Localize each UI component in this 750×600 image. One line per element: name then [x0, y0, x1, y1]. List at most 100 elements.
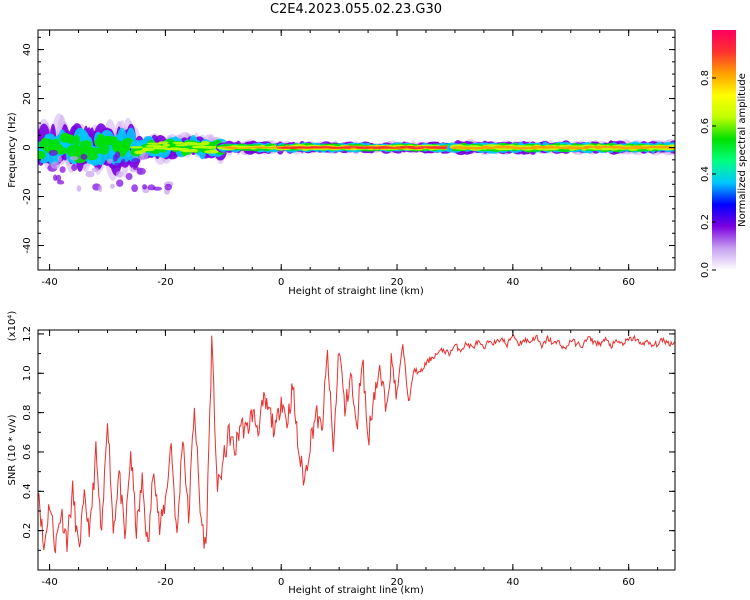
heatmap-cell [48, 149, 58, 156]
heatmap-cell [162, 143, 171, 147]
heatmap-cell [113, 162, 123, 169]
snr-x-axis-label: Height of straight line (km) [288, 585, 424, 596]
heatmap-cell [56, 146, 68, 155]
heatmap-cell [152, 145, 168, 150]
spectrogram-heatmap [38, 113, 675, 195]
heatmap-cell [85, 170, 95, 178]
heatmap-cell [247, 147, 254, 149]
spectrogram-x-axis-label: Height of straight line (km) [288, 286, 424, 297]
y-tick-label: 1.0 [22, 365, 33, 381]
colorbar-tick-label: 0.6 [700, 118, 711, 134]
snr-panel: -40 -20 0 20 40 60 0.2 0.4 0.6 0.8 1.0 1.2 Height … [7, 311, 676, 596]
heatmap-cell [136, 167, 146, 175]
heatmap-cell [91, 167, 100, 173]
heatmap-cell [131, 184, 139, 193]
y-tick-label: 0 [22, 144, 33, 150]
snr-x-ticks: -40 -20 0 20 40 60 [41, 330, 659, 588]
snr-frame [37, 329, 676, 571]
x-tick-label: 60 [622, 577, 635, 588]
y-tick-label: 1.2 [22, 326, 33, 342]
heatmap-cell [98, 141, 110, 155]
heatmap-cell [112, 154, 118, 162]
heatmap-cell [147, 142, 162, 145]
x-tick-label: 20 [391, 577, 404, 588]
colorbar: 0.0 0.2 0.4 0.6 0.8 Normalized spectral ampl… [700, 30, 748, 278]
heatmap-cell [390, 147, 406, 149]
heatmap-cell [53, 174, 58, 181]
heatmap-cell [71, 163, 78, 172]
x-tick-label: 40 [506, 577, 519, 588]
snr-scale-label: (x10⁴) [7, 311, 18, 342]
x-tick-label: 40 [506, 277, 519, 288]
snr-series-line [38, 333, 675, 554]
heatmap-cell [168, 147, 183, 151]
y-tick-label: -20 [22, 188, 33, 204]
colorbar-gradient [712, 30, 736, 270]
snr-y-ticks: 0.2 0.4 0.6 0.8 1.0 1.2 [22, 326, 675, 551]
spectrogram-frame [37, 29, 676, 271]
heatmap-cell [131, 157, 141, 164]
x-tick-label: -20 [157, 577, 173, 588]
heatmap-cell [88, 147, 102, 155]
heatmap-cell [414, 147, 425, 149]
y-tick-label: 40 [22, 43, 33, 56]
chart-title: C2E4.2023.055.02.23.G30 [269, 2, 443, 17]
heatmap-cell [73, 134, 81, 148]
heatmap-cell [80, 153, 88, 160]
heatmap-cell [132, 165, 139, 171]
heatmap-cell [147, 184, 156, 191]
colorbar-tick-label: 0.0 [700, 262, 711, 278]
colorbar-ticks: 0.0 0.2 0.4 0.6 0.8 [700, 70, 716, 278]
heatmap-cell [121, 158, 126, 165]
x-tick-label: 60 [622, 277, 635, 288]
snr-y-axis-label: SNR (10 * v/v) [7, 414, 18, 485]
heatmap-cell [115, 170, 124, 178]
heatmap-cell [158, 141, 169, 145]
spectrogram-panel: -40 -20 0 20 40 60 -40 -20 0 20 40 Height of stra… [7, 29, 676, 297]
colorbar-tick-label: 0.8 [700, 70, 711, 86]
heatmap-cell [69, 155, 79, 161]
heatmap-cell [59, 166, 66, 173]
colorbar-tick-label: 0.4 [700, 166, 711, 182]
spectrogram-y-ticks: -40 -20 0 20 40 [22, 36, 675, 259]
heatmap-cell [141, 147, 156, 152]
heatmap-cell [66, 134, 76, 145]
heatmap-cell [38, 150, 46, 160]
heatmap-cell [116, 179, 124, 187]
heatmap-cell [129, 146, 144, 149]
heatmap-cell [125, 172, 133, 181]
heatmap-cell [76, 185, 82, 192]
x-tick-label: -40 [41, 277, 57, 288]
heatmap-cell [55, 174, 62, 182]
y-tick-label: -40 [22, 237, 33, 253]
heatmap-cell [98, 185, 103, 193]
y-tick-label: 0.4 [22, 483, 33, 499]
heatmap-cell [164, 183, 173, 191]
colorbar-tick-label: 0.2 [700, 214, 711, 230]
x-tick-label: 0 [278, 577, 284, 588]
heatmap-cell [139, 154, 144, 161]
y-tick-label: 0.2 [22, 523, 33, 539]
heatmap-cell [56, 180, 65, 185]
y-tick-label: 20 [22, 92, 33, 105]
heatmap-cell [106, 158, 113, 164]
y-tick-label: 0.8 [22, 405, 33, 421]
spectrogram-x-ticks: -40 -20 0 20 40 60 [41, 30, 659, 288]
heatmap-cell [57, 155, 62, 163]
heatmap-cell [50, 161, 61, 169]
x-tick-label: -40 [41, 577, 57, 588]
colorbar-label: Normalized spectral amplitude [737, 73, 748, 227]
x-tick-label: 20 [391, 277, 404, 288]
heatmap-cell [79, 140, 93, 148]
spectrogram-y-axis-label: Frequency (Hz) [7, 112, 18, 188]
heatmap-cell [201, 141, 210, 145]
heatmap-cell [188, 148, 199, 153]
x-tick-label: 0 [278, 277, 284, 288]
heatmap-cell [110, 183, 115, 189]
heatmap-cell [182, 141, 199, 146]
heatmap-cell [172, 141, 185, 145]
y-tick-label: 0.6 [22, 444, 33, 460]
heatmap-cell [142, 184, 148, 190]
x-tick-label: -20 [157, 277, 173, 288]
